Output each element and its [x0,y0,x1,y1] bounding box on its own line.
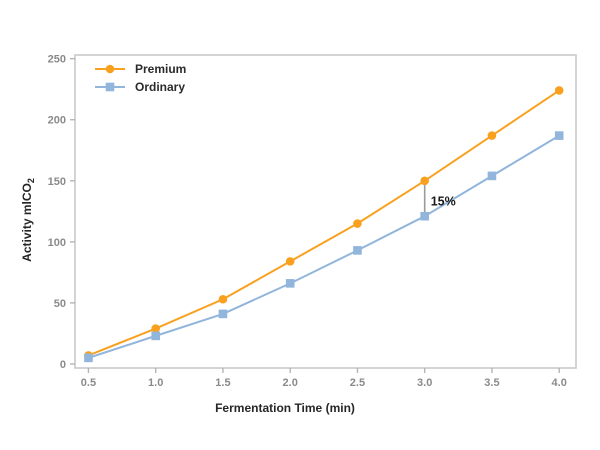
ordinary-marker [285,279,295,288]
legend: Premium Ordinary [94,63,186,93]
ordinary-marker [218,309,228,319]
legend-item-ordinary: Ordinary [94,81,186,93]
legend-item-premium: Premium [94,63,186,75]
plot-border [74,54,577,369]
x-tick-label: 3.5 [484,377,499,389]
premium-marker [353,219,362,228]
premium-marker [151,324,160,333]
premium-marker [420,176,429,186]
y-tick-label: 0 [60,359,66,371]
ordinary-marker [151,331,160,341]
premium-marker [487,131,497,140]
premium-marker [218,294,228,304]
ordinary-line [88,134,560,359]
annotation-label: 15% [431,194,456,208]
premium-marker [285,257,295,266]
ordinary-marker [420,211,429,221]
premium-line [88,89,560,357]
premium-legend-sample [105,64,115,74]
x-tick-label: 1.0 [148,377,163,389]
ordinary-marker [353,246,362,255]
ordinary-line-marker-icon [95,82,125,92]
ordinary-marker [84,353,93,363]
legend-label-ordinary: Ordinary [135,80,186,94]
legend-label-premium: Premium [135,62,187,76]
x-tick-label: 0.5 [81,377,96,389]
premium-line-marker-icon [95,64,125,74]
y-tick-label: 150 [48,176,66,188]
x-tick-label: 4.0 [552,377,567,389]
x-tick-label: 1.5 [215,377,230,389]
ordinary-marker [487,171,497,181]
x-tick-label: 2.0 [283,377,298,389]
y-axis-label: Activity mlCO2 [20,178,36,262]
y-tick-label: 200 [48,115,66,127]
ordinary-marker [554,131,564,140]
y-tick-label: 250 [48,54,66,66]
y-axis-label-text: Activity mlCO [19,183,34,262]
y-tick-label: 50 [54,298,66,310]
x-tick-label: 3.0 [417,377,432,389]
ordinary-legend-sample [105,82,115,92]
x-axis-label: Fermentation Time (min) [215,401,355,415]
x-tick-label: 2.5 [350,377,365,389]
y-axis-label-subscript: 2 [26,178,37,184]
y-tick-label: 100 [48,237,66,249]
premium-marker [554,86,564,95]
